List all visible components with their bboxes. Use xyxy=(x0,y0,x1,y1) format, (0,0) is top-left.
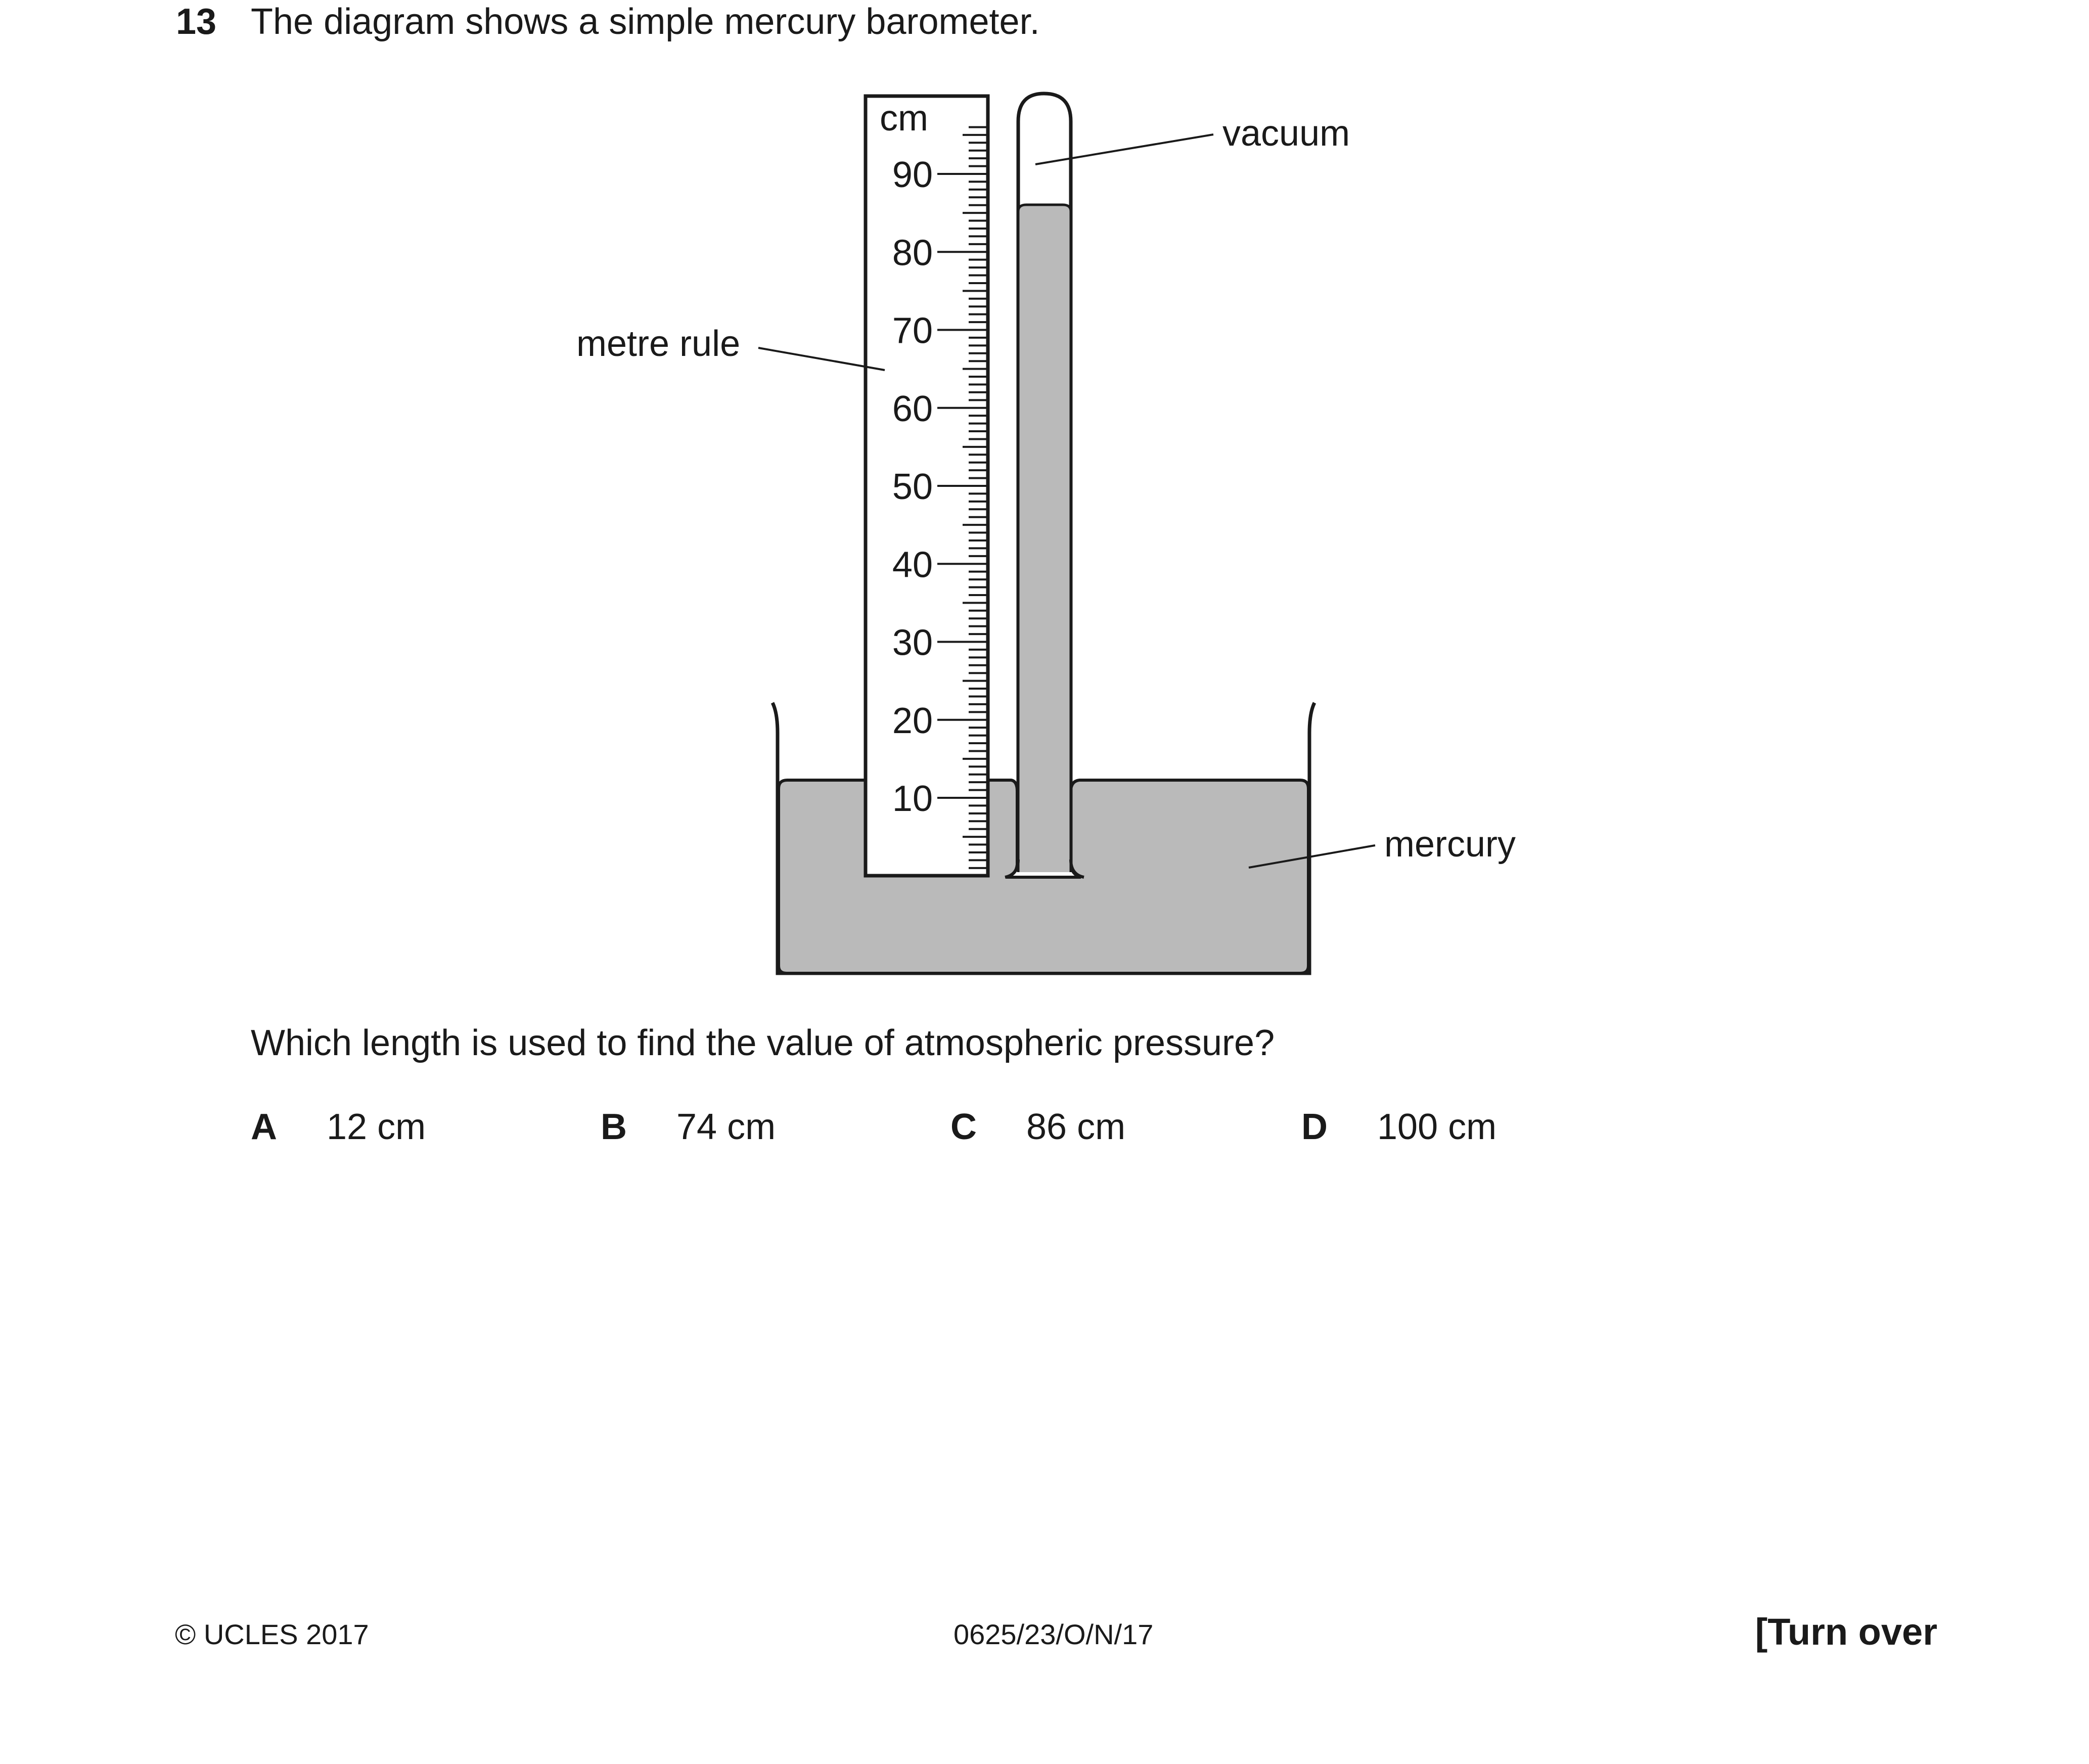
scale-number: 50 xyxy=(892,467,933,507)
scale-number: 40 xyxy=(892,545,933,585)
option-d-letter: D xyxy=(1301,1107,1328,1147)
vacuum-label: vacuum xyxy=(1222,113,1350,154)
mercury-label: mercury xyxy=(1384,824,1516,865)
scale-number: 70 xyxy=(892,311,933,351)
scale-number: 60 xyxy=(892,389,933,429)
rule-ticks xyxy=(937,126,988,869)
question-text: The diagram shows a simple mercury barom… xyxy=(251,2,1040,42)
metre-rule-label: metre rule xyxy=(576,324,740,364)
question-number: 13 xyxy=(176,2,217,42)
scale-number: 90 xyxy=(892,155,933,195)
mercury-column xyxy=(1017,203,1072,872)
scale-number: 80 xyxy=(892,233,933,273)
option-b-letter: B xyxy=(601,1107,627,1147)
option-c-value: 86 cm xyxy=(1026,1107,1126,1147)
copyright: © UCLES 2017 xyxy=(175,1618,369,1650)
option-d-value: 100 cm xyxy=(1377,1107,1497,1147)
option-a-letter: A xyxy=(251,1107,277,1147)
vacuum-leader xyxy=(1035,133,1214,165)
scale-number: 10 xyxy=(892,779,933,819)
turn-over: [Turn over xyxy=(1755,1611,1937,1653)
mercury-leader xyxy=(1248,844,1376,869)
paper-code: 0625/23/O/N/17 xyxy=(953,1618,1154,1650)
metre-rule-leader xyxy=(758,347,885,371)
option-b-value: 74 cm xyxy=(676,1107,776,1147)
question-prompt: Which length is used to find the value o… xyxy=(251,1023,1275,1063)
option-c-letter: C xyxy=(950,1107,977,1147)
unit-label: cm xyxy=(880,98,928,139)
scale-number: 30 xyxy=(892,623,933,663)
option-a-value: 12 cm xyxy=(327,1107,426,1147)
scale-number: 20 xyxy=(892,701,933,741)
